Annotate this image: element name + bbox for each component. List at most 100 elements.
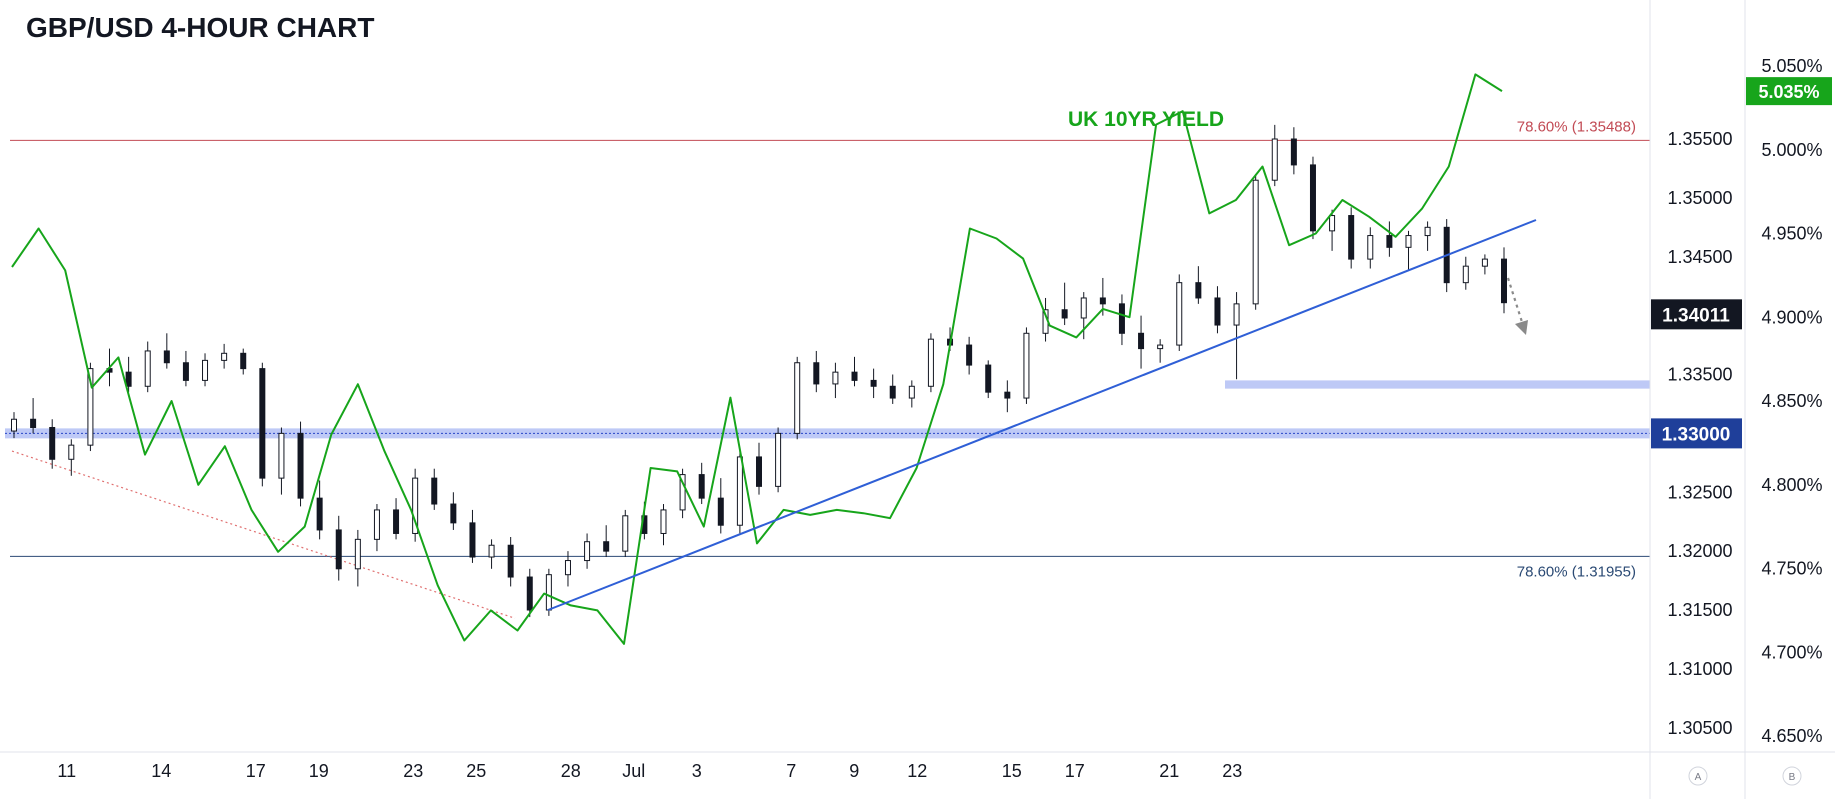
yield-tick-label: 4.750% [1761,559,1822,579]
last-yield-tag [1746,77,1832,106]
candle-body [202,359,209,381]
candle-body [278,432,285,479]
support-zone-band [5,428,1650,439]
yield-tick-label: 4.800% [1761,475,1822,495]
fib-lower-label: 78.60% (1.31955) [1517,563,1636,580]
candle-body [1061,309,1068,319]
candle-body [1481,258,1488,267]
last-yield-label: 5.035% [1758,82,1819,102]
candle-body [373,509,380,540]
candle-body [163,350,170,364]
candle-body [794,362,801,434]
candle-body [49,426,56,460]
scale-button-a [1688,766,1708,786]
candle-body [450,503,457,524]
price-tick-label: 1.31500 [1667,600,1732,620]
candle-body [1023,332,1030,399]
candle-body [1348,215,1355,260]
candles [11,124,1507,618]
level-tag-label: 1.33000 [1662,424,1731,445]
candle-body [125,371,132,387]
projection-arrow-line [1506,277,1524,323]
candle-body [68,444,75,460]
time-tick-label: 19 [309,761,329,781]
price-tick-label: 1.32000 [1667,541,1732,561]
yield-tick-label: 4.850% [1761,391,1822,411]
candle-body [30,418,37,428]
yield-tick-label: 5.050% [1761,56,1822,76]
yield-tick-label: 4.700% [1761,642,1822,662]
time-tick-label: 28 [561,761,581,781]
scale-button-label: B [1789,772,1796,783]
yield-tick-label: 4.650% [1761,726,1822,746]
level-tag [1651,418,1742,449]
price-tick-label: 1.35500 [1667,129,1732,149]
time-tick-label: 3 [692,761,702,781]
candle-body [1271,138,1278,181]
candle-body [1080,297,1087,319]
candle-body [1386,235,1393,248]
candle-body [1176,282,1183,346]
candle-body [584,541,591,562]
candle-body [1157,344,1164,350]
candle-body [316,497,323,531]
candle-body [507,544,514,578]
time-tick-label: 23 [1222,761,1242,781]
candle-body [1501,258,1507,304]
candle-body [1138,332,1145,350]
candle-body [1405,235,1412,248]
candle-body [927,338,934,387]
time-tick-label: 17 [246,761,266,781]
candle-body [297,432,304,499]
candle-body [1252,179,1259,305]
dotted-downtrend-line [11,450,516,619]
price-tick-label: 1.35000 [1667,188,1732,208]
time-tick-label: Jul [622,761,645,781]
candle-body [1367,235,1374,260]
candle-body [545,574,552,611]
candle-body [354,538,361,570]
candle-body [813,362,820,385]
candle-body [1424,226,1431,237]
time-tick-label: 9 [849,761,859,781]
yield-label: UK 10YR YIELD [1068,108,1224,131]
candle-body [889,385,896,399]
candle-body [1214,297,1221,326]
candle-body [11,418,17,432]
candle-body [832,371,839,385]
overlay-annotations [547,219,1537,611]
candle-body [240,352,247,370]
fib-upper-label: 78.60% (1.35488) [1517,118,1636,135]
candle-body [756,456,762,487]
support-band-2 [1225,380,1650,389]
yield-tick-label: 5.000% [1761,140,1822,160]
candle-body [1290,138,1297,166]
candle-body [393,509,400,534]
candle-body [182,362,189,381]
price-tick-label: 1.30500 [1667,718,1732,738]
last-price-tag [1651,299,1742,330]
yield-line-group: UK 10YR YIELD [11,73,1503,645]
candle-body [1233,303,1240,326]
candle-body [679,474,686,511]
candle-body [431,477,438,505]
reference-lines: 78.60% (1.35488) 78.60% (1.31955) [10,118,1650,619]
candle-body [221,352,228,361]
candle-body [775,432,782,487]
price-tick-label: 1.34500 [1667,247,1732,267]
candle-body [412,477,419,534]
candle-body [1118,303,1125,334]
candle-body [1195,282,1202,299]
candle-body [1309,164,1316,232]
candle-body [717,497,724,526]
candle-body [488,544,495,558]
candle-body [870,379,877,387]
time-tick-label: 12 [907,761,927,781]
time-tick-label: 15 [1002,761,1022,781]
time-tick-label: 25 [466,761,486,781]
yield-tick-label: 4.950% [1761,224,1822,244]
